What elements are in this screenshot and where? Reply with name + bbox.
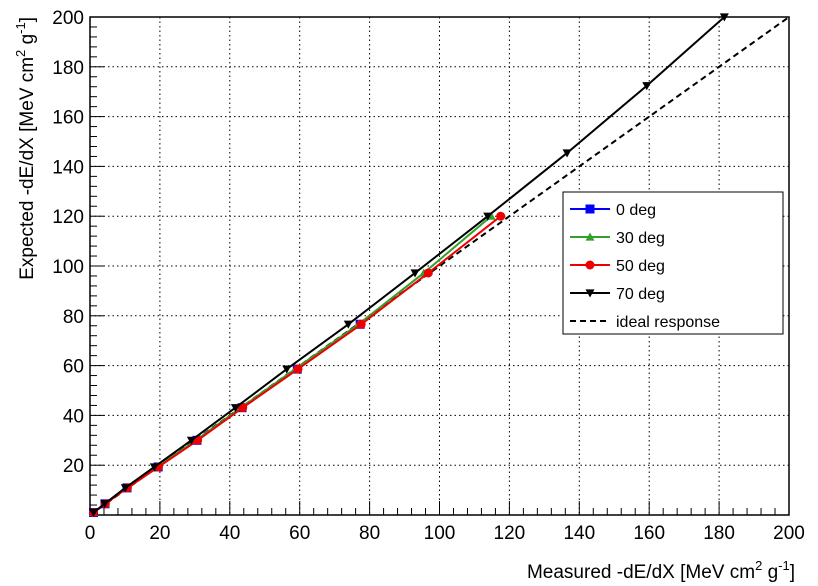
data-point-70-deg bbox=[282, 365, 292, 374]
x-tick-label: 140 bbox=[563, 523, 595, 544]
y-tick-label: 40 bbox=[63, 406, 84, 427]
data-point-70-deg bbox=[120, 484, 130, 493]
x-tick-label: 20 bbox=[149, 523, 170, 544]
legend-label-ideal-response: ideal response bbox=[616, 314, 720, 331]
y-tick-label: 200 bbox=[52, 8, 84, 29]
data-point-70-deg bbox=[149, 463, 159, 472]
x-tick-label: 200 bbox=[773, 523, 805, 544]
tick-labels: 0 20 40 60 80 100 120 140 160 180 200 20 40 60 80 100 12… bbox=[52, 8, 805, 544]
data-point-70-deg bbox=[562, 149, 572, 158]
legend-marker-0-deg bbox=[585, 204, 595, 214]
y-tick-label: 60 bbox=[63, 357, 84, 378]
x-tick-label: 60 bbox=[289, 523, 310, 544]
legend-label-50-deg: 50 deg bbox=[616, 258, 665, 275]
data-point-70-deg bbox=[719, 13, 729, 22]
data-point-70-deg bbox=[186, 436, 196, 445]
data-point-50-deg bbox=[238, 403, 248, 413]
data-point-70-deg bbox=[88, 508, 98, 518]
y-tick-label: 80 bbox=[63, 307, 84, 328]
legend-label-0-deg: 0 deg bbox=[616, 202, 656, 219]
data-point-70-deg bbox=[483, 212, 493, 221]
y-tick-label: 140 bbox=[52, 157, 84, 178]
y-tick-label: 20 bbox=[63, 456, 84, 477]
legend: 0 deg 30 deg 50 deg 70 deg ideal response bbox=[562, 191, 784, 335]
data-point-50-deg bbox=[423, 268, 433, 278]
data-point-70-deg bbox=[100, 500, 110, 509]
data-point-70-deg bbox=[230, 404, 240, 413]
y-tick-label: 100 bbox=[52, 257, 84, 278]
x-tick-label: 40 bbox=[219, 523, 240, 544]
x-tick-label: 160 bbox=[633, 523, 665, 544]
legend-label-30-deg: 30 deg bbox=[616, 230, 665, 247]
axis-ticks bbox=[89, 16, 790, 515]
legend-label-70-deg: 70 deg bbox=[616, 286, 665, 303]
legend-marker-70-deg bbox=[585, 289, 595, 298]
y-tick-label: 180 bbox=[52, 58, 84, 79]
y-axis-title: Expected -dE/dX [MeV cm2 g-1] bbox=[13, 17, 38, 280]
y-tick-label: 160 bbox=[52, 108, 84, 129]
series-70-deg bbox=[88, 13, 729, 518]
y-tick-label: 120 bbox=[52, 207, 84, 228]
data-point-50-deg bbox=[356, 319, 366, 329]
legend-box bbox=[562, 191, 784, 335]
data-point-70-deg bbox=[343, 320, 353, 329]
data-point-70-deg bbox=[410, 269, 420, 278]
legend-marker-50-deg bbox=[585, 260, 595, 270]
x-tick-label: 120 bbox=[494, 523, 526, 544]
data-point-50-deg bbox=[293, 364, 303, 374]
legend-marker-30-deg bbox=[585, 232, 595, 241]
x-axis-title: Measured -dE/dX [MeV cm2 g-1] bbox=[527, 558, 795, 583]
x-tick-label: 100 bbox=[424, 523, 456, 544]
x-tick-label: 0 bbox=[85, 523, 96, 544]
data-point-50-deg bbox=[496, 211, 506, 221]
series-layer bbox=[88, 13, 790, 518]
x-tick-label: 80 bbox=[359, 523, 380, 544]
data-point-70-deg bbox=[642, 82, 652, 91]
x-tick-label: 180 bbox=[703, 523, 735, 544]
